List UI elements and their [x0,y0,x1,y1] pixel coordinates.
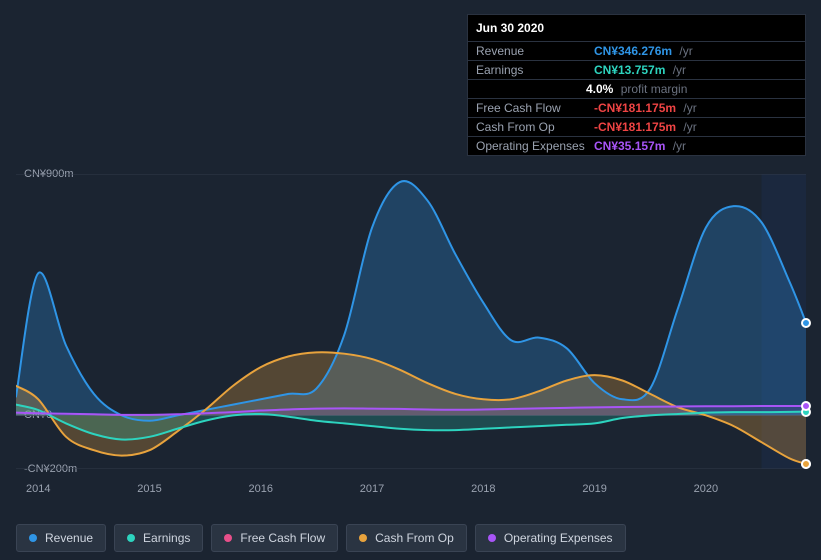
legend-item[interactable]: Free Cash Flow [211,524,338,552]
tooltip-row: RevenueCN¥346.276m /yr [468,42,805,61]
x-axis-label: 2019 [582,483,606,495]
legend-dot-icon [224,534,232,542]
legend-item[interactable]: Revenue [16,524,106,552]
tooltip-value: -CN¥181.175m /yr [594,101,697,115]
tooltip-label: Free Cash Flow [476,101,594,115]
chart-plot-area[interactable] [16,174,806,469]
x-axis-label: 2018 [471,483,495,495]
chart-legend: Revenue Earnings Free Cash Flow Cash From O… [16,524,626,552]
tooltip-row: Free Cash Flow-CN¥181.175m /yr [468,99,805,118]
x-axis-label: 2017 [360,483,384,495]
tooltip-label: Cash From Op [476,120,594,134]
legend-dot-icon [359,534,367,542]
tooltip-date: Jun 30 2020 [468,15,805,42]
tooltip-label: Revenue [476,44,594,58]
legend-label: Operating Expenses [504,531,613,545]
tooltip-row: Cash From Op-CN¥181.175m /yr [468,118,805,137]
legend-dot-icon [488,534,496,542]
x-axis-label: 2015 [137,483,161,495]
x-axis-label: 2020 [694,483,718,495]
tooltip-row: EarningsCN¥13.757m /yr [468,61,805,80]
hover-marker [801,459,811,469]
legend-item[interactable]: Cash From Op [346,524,467,552]
legend-label: Revenue [45,531,93,545]
legend-item[interactable]: Earnings [114,524,203,552]
legend-dot-icon [127,534,135,542]
x-axis-label: 2014 [26,483,50,495]
tooltip-label: Earnings [476,63,594,77]
tooltip-value: CN¥13.757m /yr [594,63,686,77]
hover-tooltip: Jun 30 2020 RevenueCN¥346.276m /yrEarnin… [467,14,806,156]
legend-label: Cash From Op [375,531,454,545]
tooltip-value: CN¥346.276m /yr [594,44,693,58]
legend-dot-icon [29,534,37,542]
legend-item[interactable]: Operating Expenses [475,524,626,552]
tooltip-row: 4.0% profit margin [468,80,805,99]
tooltip-value: -CN¥181.175m /yr [594,120,697,134]
tooltip-value: 4.0% profit margin [586,82,687,96]
legend-label: Free Cash Flow [240,531,325,545]
hover-marker [801,318,811,328]
financials-chart[interactable]: CN¥900mCN¥0-CN¥200m 20142015201620172018… [16,150,806,495]
x-axis-label: 2016 [249,483,273,495]
legend-label: Earnings [143,531,190,545]
hover-marker [801,401,811,411]
